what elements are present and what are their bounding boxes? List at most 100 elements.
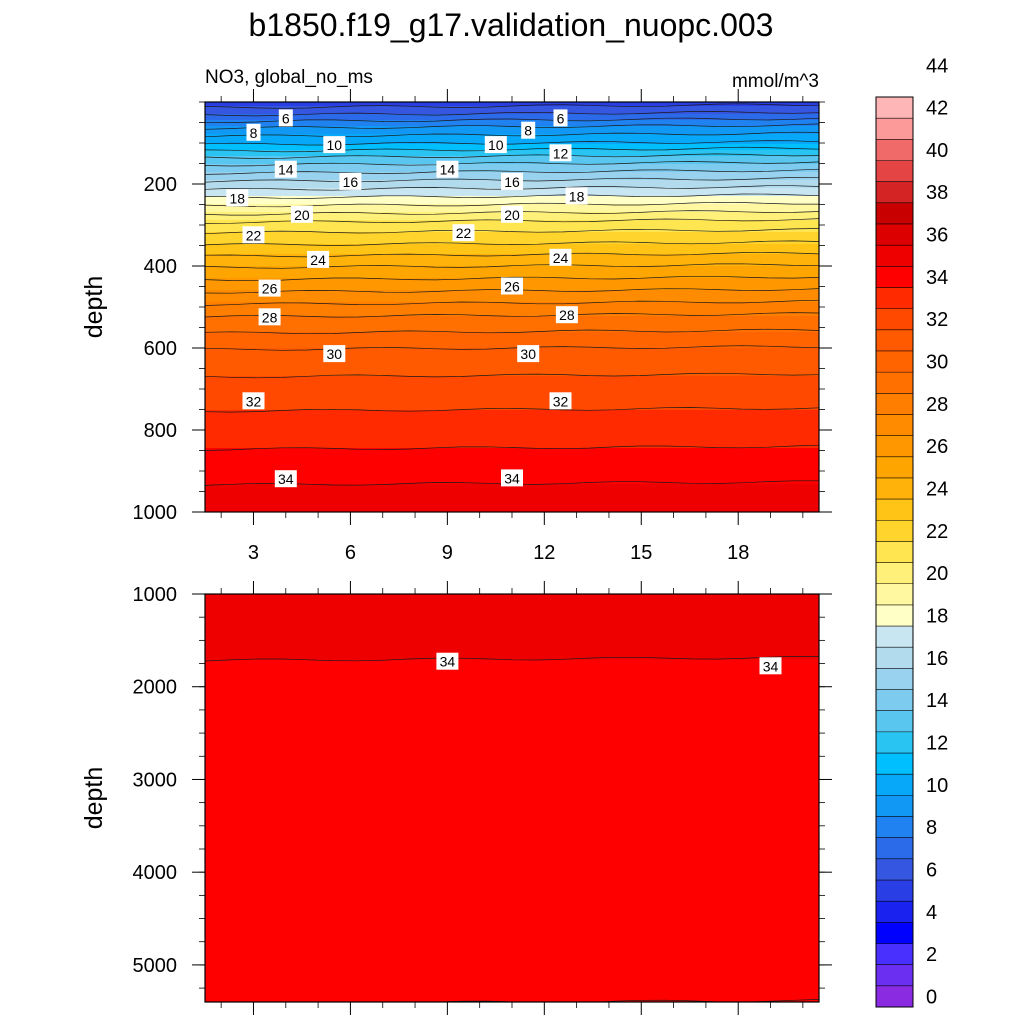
contour-fill-band [205,464,819,467]
contour-fill-band [205,124,819,127]
contour-fill-band [205,122,819,125]
contour-fill-band [205,984,819,987]
contour-fill-band [205,699,819,703]
contour-fill-band [205,364,819,367]
contour-fill-band [205,922,819,925]
contour-fill-band [205,344,819,347]
contour-fill-band [205,234,819,237]
contour-fill-band [205,854,819,858]
contour-fill-band [205,651,819,655]
contour-fill-band [205,888,819,892]
contour-fill-band [205,725,819,728]
contour-fill-band [205,238,819,241]
contour-fill-band [205,192,819,195]
contour-fill-band [205,490,819,493]
colorbar-swatch [876,858,913,881]
contour-label-box [549,144,572,162]
contour-fill-band [205,986,819,989]
colorbar-swatch [876,795,913,817]
contour-fill-band [205,671,819,675]
colorbar-tick-label: 32 [926,309,948,331]
colorbar-swatch [876,816,913,838]
contour-label-box [242,392,265,410]
contour-fill-band [205,164,819,167]
contour-fill-band [205,870,819,874]
contour-fill-band [205,272,819,275]
contour-fill-band [205,488,819,491]
contour-fill-band [205,332,819,335]
y-tick-label: 2000 [133,677,178,699]
contour-fill-band [205,224,819,227]
contour-fill-band [205,988,819,991]
colorbar-swatch [876,266,913,288]
contour-fill-band [205,868,819,872]
contour-label: 24 [553,250,569,266]
contour-fill-band [205,850,819,854]
contour-fill-band [205,727,819,730]
colorbar-tick-label: 0 [926,986,937,1008]
colorbar-swatch [876,985,913,1008]
colorbar-swatch [876,393,913,415]
contour-fill-band [205,502,819,505]
contour-fill-band [205,661,819,665]
contour-label-box [323,345,346,363]
contour-fill-band [205,150,819,153]
contour-fill-band [205,112,819,115]
contour-fill-band [205,374,819,377]
colorbar-tick-label: 12 [926,733,948,755]
contour-fill-band [205,779,819,782]
contour-label: 12 [553,145,569,161]
contour-fill-band [205,745,819,748]
contour-fill-band [205,458,819,461]
contour-fill-band [205,910,819,914]
contour-fill-band [205,701,819,705]
panel-units-label: mmol/m^3 [732,71,819,92]
contour-fill-band [205,510,819,512]
contour-fill-band [205,918,819,921]
contour-fill-band [205,330,819,333]
contour-fill-band [205,468,819,471]
contour-fill-band [205,902,819,906]
contour-fill-band [205,362,819,365]
colorbar-tick-label: 22 [926,521,948,543]
contour-fill-band [205,968,819,971]
contour-fill-band [205,110,819,113]
contour-fill-band [205,830,819,834]
contour-fill-band [205,236,819,239]
colorbar-swatch [876,139,913,161]
contour-fill-band [205,376,819,379]
contour-fill-band [205,797,819,800]
contour-fill-band [205,703,819,707]
contour-fill-band [205,398,819,401]
contour-fill-band [205,810,819,814]
colorbar-tick-label: 34 [926,267,948,289]
contour-fill-band [205,739,819,742]
contour-fill-band [205,615,819,619]
contour-fill-band [205,663,819,667]
contour-fill-band [205,388,819,391]
contour-fill-band [205,707,819,711]
colorbar-swatch [876,245,913,267]
contour-fill-band [205,936,819,939]
contour-fill-band [205,912,819,916]
contour-label: 30 [520,346,536,362]
contour-fill-band [205,450,819,453]
contour-fill-band [205,324,819,327]
y-tick-label: 3000 [133,769,178,791]
contour-fill-band [205,862,819,866]
contour-fill-band [205,954,819,957]
contour-fill-band [205,749,819,752]
contour-line [205,228,819,235]
contour-fill-band [205,308,819,311]
contour-fill-band [205,900,819,904]
contour-fill-band [205,454,819,457]
contour-fill-band [205,816,819,820]
contour-fill-band [205,226,819,229]
contour-fill-band [205,761,819,764]
contour-fill-band [205,607,819,611]
contour-fill-band [205,974,819,977]
contour-fill-band [205,717,819,720]
contour-fill-band [205,826,819,830]
contour-fill-band [205,737,819,740]
contour-line [205,407,819,413]
